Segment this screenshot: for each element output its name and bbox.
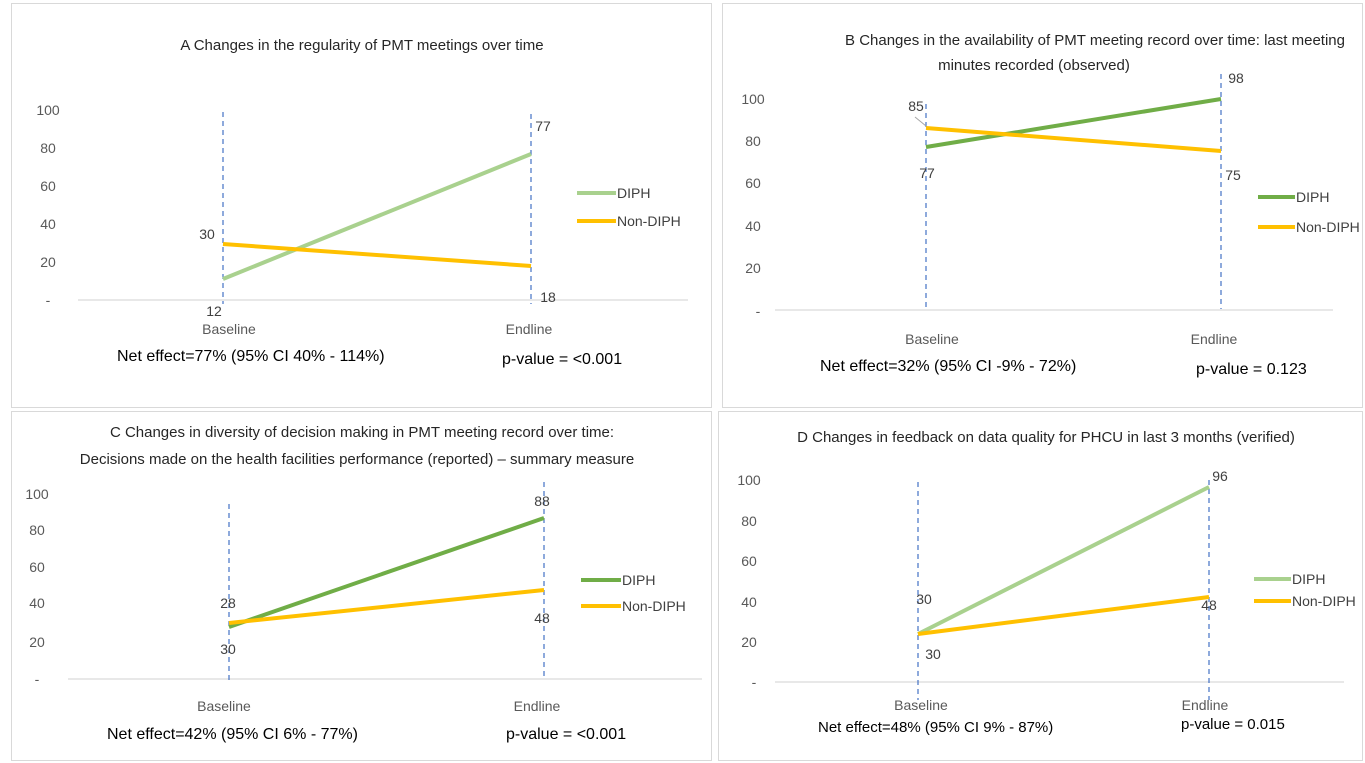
chart-b-non-diph-line [925, 126, 1222, 153]
chart-c-non-diph-baseline-label: 30 [220, 641, 236, 657]
chart-c-p-value: p-value = <0.001 [506, 726, 626, 743]
chart-a-y-tick: 80 [40, 140, 56, 156]
chart-b-category-endline: Endline [1191, 331, 1238, 347]
chart-d-y-tick: 60 [741, 553, 757, 569]
chart-b-y-tick: 60 [745, 175, 761, 191]
chart-d-diph-endline-label: 96 [1212, 468, 1228, 484]
chart-a-net-effect: Net effect=77% (95% CI 40% - 114%) [117, 348, 385, 365]
chart-d-diph-baseline-label: 30 [916, 591, 932, 607]
chart-b-svg: B Changes in the availability of PMT mee… [741, 32, 1360, 378]
chart-c-non-diph-line [228, 588, 545, 625]
chart-a-legend-diph: DIPH [617, 185, 650, 201]
chart-a-y-tick: 40 [40, 216, 56, 232]
chart-c-y-tick: 100 [25, 486, 49, 502]
chart-a-category-endline: Endline [506, 321, 553, 337]
chart-c-y-tick: 40 [29, 595, 45, 611]
chart-a-y-tick: 100 [36, 102, 60, 118]
panel-b: B Changes in the availability of PMT mee… [722, 3, 1363, 408]
chart-d-non-diph-baseline-label: 30 [925, 646, 941, 662]
chart-b-title-line-1: B Changes in the availability of PMT mee… [845, 32, 1345, 49]
chart-c-svg: C Changes in diversity of decision makin… [25, 424, 702, 743]
panel-a: A Changes in the regularity of PMT meeti… [11, 3, 712, 408]
chart-a-p-value: p-value = <0.001 [502, 351, 622, 368]
chart-d-net-effect: Net effect=48% (95% CI 9% - 87%) [818, 719, 1053, 736]
chart-d-p-value: p-value = 0.015 [1181, 716, 1285, 733]
chart-a-category-baseline: Baseline [202, 321, 256, 337]
chart-b-diph-baseline-label: 77 [919, 165, 935, 181]
chart-c-title-line-2: Decisions made on the health facilities … [80, 451, 634, 468]
chart-b-title-line-2: minutes recorded (observed) [938, 57, 1130, 74]
chart-b-net-effect: Net effect=32% (95% CI -9% - 72%) [820, 358, 1076, 375]
chart-b-diph-endline-label: 98 [1228, 70, 1244, 86]
chart-b-label-leader [914, 116, 927, 127]
chart-d-non-diph-endline-label: 48 [1201, 597, 1217, 613]
chart-b-legend-diph: DIPH [1296, 189, 1329, 205]
chart-c-legend-diph: DIPH [622, 572, 655, 588]
chart-b-y-tick: 100 [741, 91, 765, 107]
chart-d-legend-diph: DIPH [1292, 571, 1325, 587]
chart-c-non-diph-endline-label: 48 [534, 610, 550, 626]
chart-d-svg: D Changes in feedback on data quality fo… [737, 429, 1356, 736]
panel-c: C Changes in diversity of decision makin… [11, 411, 712, 761]
chart-b-y-tick: 20 [745, 260, 761, 276]
chart-a-y-tick: - [46, 292, 51, 308]
chart-a-non-diph-baseline-label: 30 [199, 226, 215, 242]
chart-a-svg: A Changes in the regularity of PMT meeti… [36, 37, 688, 368]
chart-c-y-tick: 80 [29, 522, 45, 538]
chart-c-title-line-1: C Changes in diversity of decision makin… [110, 424, 614, 441]
chart-d-non-diph-line [917, 595, 1210, 636]
panel-d: D Changes in feedback on data quality fo… [718, 411, 1363, 761]
chart-b-y-tick: 80 [745, 133, 761, 149]
chart-c-diph-line [228, 516, 545, 629]
chart-b-category-baseline: Baseline [905, 331, 959, 347]
chart-c-category-baseline: Baseline [197, 698, 251, 714]
chart-b-non-diph-baseline-label: 85 [908, 98, 924, 114]
chart-a-diph-endline-label: 77 [535, 118, 551, 134]
chart-b-y-tick: - [756, 303, 761, 319]
chart-c-legend-non-diph: Non-DIPH [622, 598, 686, 614]
chart-d-diph-line [917, 485, 1210, 636]
chart-d-y-tick: 40 [741, 594, 757, 610]
chart-d-title-line-1: D Changes in feedback on data quality fo… [797, 429, 1295, 446]
chart-a-y-tick: 20 [40, 254, 56, 270]
chart-d-y-tick: 80 [741, 513, 757, 529]
chart-b-diph-line [925, 97, 1222, 149]
chart-b-p-value: p-value = 0.123 [1196, 361, 1307, 378]
chart-c-y-tick: - [35, 671, 40, 687]
chart-c-diph-endline-label: 88 [534, 493, 550, 509]
chart-c-category-endline: Endline [514, 698, 561, 714]
chart-b-non-diph-endline-label: 75 [1225, 167, 1241, 183]
chart-d-category-baseline: Baseline [894, 697, 948, 713]
chart-c-y-tick: 20 [29, 634, 45, 650]
chart-d-y-tick: 20 [741, 634, 757, 650]
chart-a-title-line-1: A Changes in the regularity of PMT meeti… [180, 37, 543, 54]
chart-b-legend-non-diph: Non-DIPH [1296, 219, 1360, 235]
chart-c-y-tick: 60 [29, 559, 45, 575]
chart-b-y-tick: 40 [745, 218, 761, 234]
chart-d-legend-non-diph: Non-DIPH [1292, 593, 1356, 609]
chart-d-y-tick: - [752, 674, 757, 690]
chart-a-diph-line [222, 152, 532, 281]
chart-d-y-tick: 100 [737, 472, 761, 488]
chart-c-net-effect: Net effect=42% (95% CI 6% - 77%) [107, 726, 358, 743]
chart-c-diph-baseline-label: 28 [220, 595, 236, 611]
chart-a-non-diph-line [222, 242, 532, 268]
chart-d-category-endline: Endline [1182, 697, 1229, 713]
chart-a-legend-non-diph: Non-DIPH [617, 213, 681, 229]
chart-a-non-diph-endline-label: 18 [540, 289, 556, 305]
chart-a-y-tick: 60 [40, 178, 56, 194]
chart-a-diph-baseline-label: 12 [206, 303, 222, 319]
